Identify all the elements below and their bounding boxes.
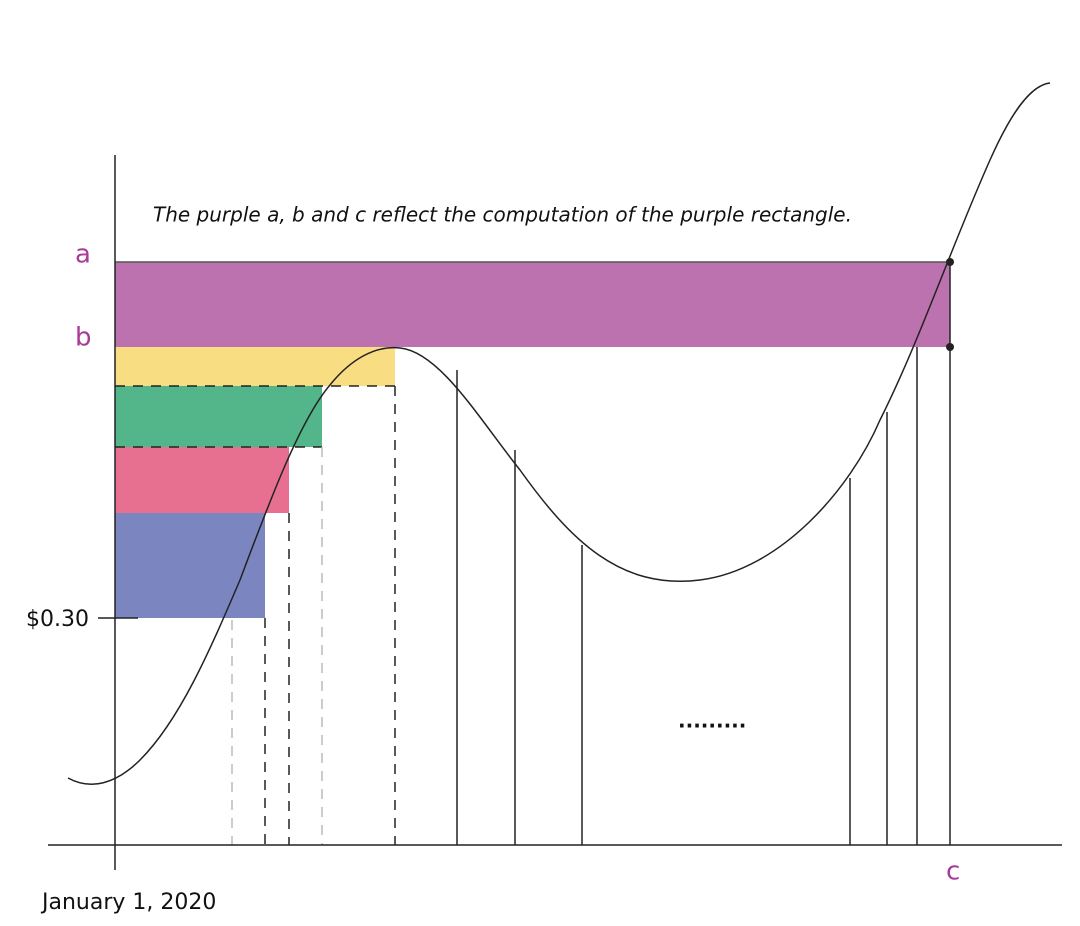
label-a: a — [75, 240, 91, 270]
light-dashed-lines — [231, 447, 323, 845]
ellipsis: ......... — [678, 709, 746, 733]
y-tick-label: $0.30 — [26, 607, 89, 632]
x-tick-label: January 1, 2020 — [40, 890, 216, 915]
label-b: b — [75, 323, 92, 353]
annotation: The purple a, b and c reflect the comput… — [153, 203, 852, 227]
green-rectangle — [115, 386, 322, 447]
point — [946, 343, 954, 351]
label-c: c — [946, 857, 960, 887]
dashed-lines — [115, 385, 396, 845]
yellow-rectangle — [115, 347, 395, 386]
purple-rectangle — [115, 262, 950, 347]
solid-verticals — [456, 262, 951, 845]
price-curve — [67, 82, 1051, 785]
pink-rectangle — [115, 447, 289, 513]
point — [946, 258, 954, 266]
blue-rectangle — [115, 513, 265, 618]
